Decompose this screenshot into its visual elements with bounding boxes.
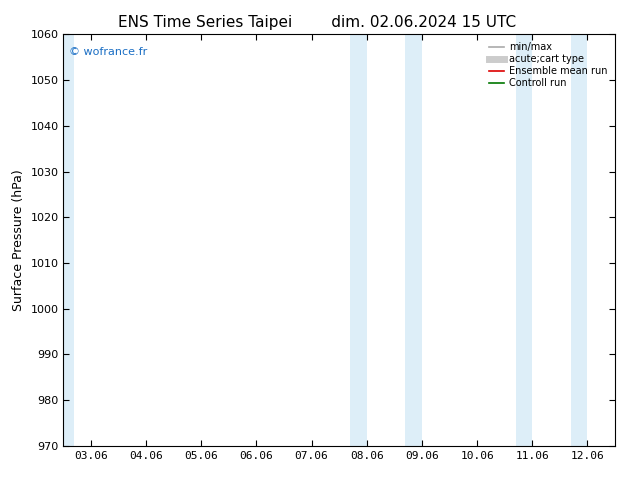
Legend: min/max, acute;cart type, Ensemble mean run, Controll run: min/max, acute;cart type, Ensemble mean …: [486, 39, 610, 91]
Bar: [571, 34, 588, 446]
Text: © wofrance.fr: © wofrance.fr: [69, 47, 147, 57]
Bar: [405, 34, 422, 446]
Bar: [350, 34, 367, 446]
Text: ENS Time Series Taipei        dim. 02.06.2024 15 UTC: ENS Time Series Taipei dim. 02.06.2024 1…: [118, 15, 516, 30]
Bar: [63, 34, 74, 446]
Bar: [515, 34, 533, 446]
Y-axis label: Surface Pressure (hPa): Surface Pressure (hPa): [12, 169, 25, 311]
